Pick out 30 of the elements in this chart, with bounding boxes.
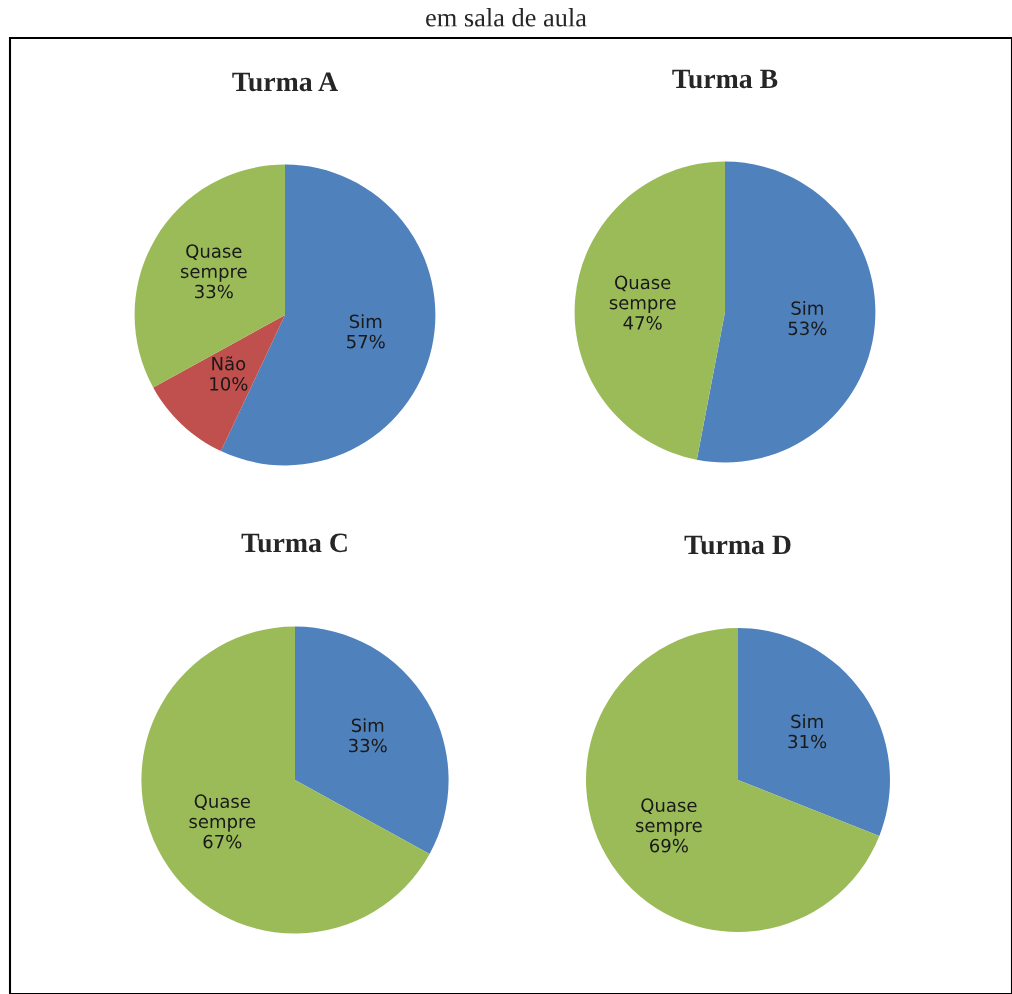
slice-label: Quase sempre (635, 798, 702, 836)
data-label: 33% (349, 738, 387, 753)
pie-slice (141, 626, 430, 934)
chart-title: Turma D (684, 535, 791, 555)
pie-slice (295, 626, 449, 854)
slice-label: Quase sempre (180, 244, 247, 282)
slice-label: Sim (791, 714, 823, 729)
pie-slice (738, 628, 890, 836)
chart-title: Turma C (241, 533, 347, 553)
data-label: 33% (195, 284, 233, 299)
slice-label: Sim (351, 718, 384, 733)
text: em sala de aula (426, 8, 587, 27)
data-label: 67% (203, 834, 242, 849)
slice-label: Sim (791, 300, 823, 315)
data-label: 57% (347, 334, 385, 349)
slice-label: Sim (349, 314, 382, 329)
slice-label: Quase sempre (609, 275, 676, 313)
chart-title: Turma B (672, 69, 778, 89)
data-label: 69% (650, 838, 688, 853)
chart-title: Turma A (232, 72, 338, 92)
pie-slice (574, 161, 725, 460)
pie-slice (586, 628, 880, 932)
data-label: 53% (788, 321, 827, 336)
data-label: 47% (623, 316, 662, 330)
data-label: 31% (788, 734, 827, 749)
pie-slice (696, 161, 876, 463)
slice-label: Não (212, 356, 246, 371)
slice-label: Quase sempre (189, 794, 256, 832)
pie-slice (153, 315, 285, 452)
data-label: 10% (210, 376, 248, 391)
